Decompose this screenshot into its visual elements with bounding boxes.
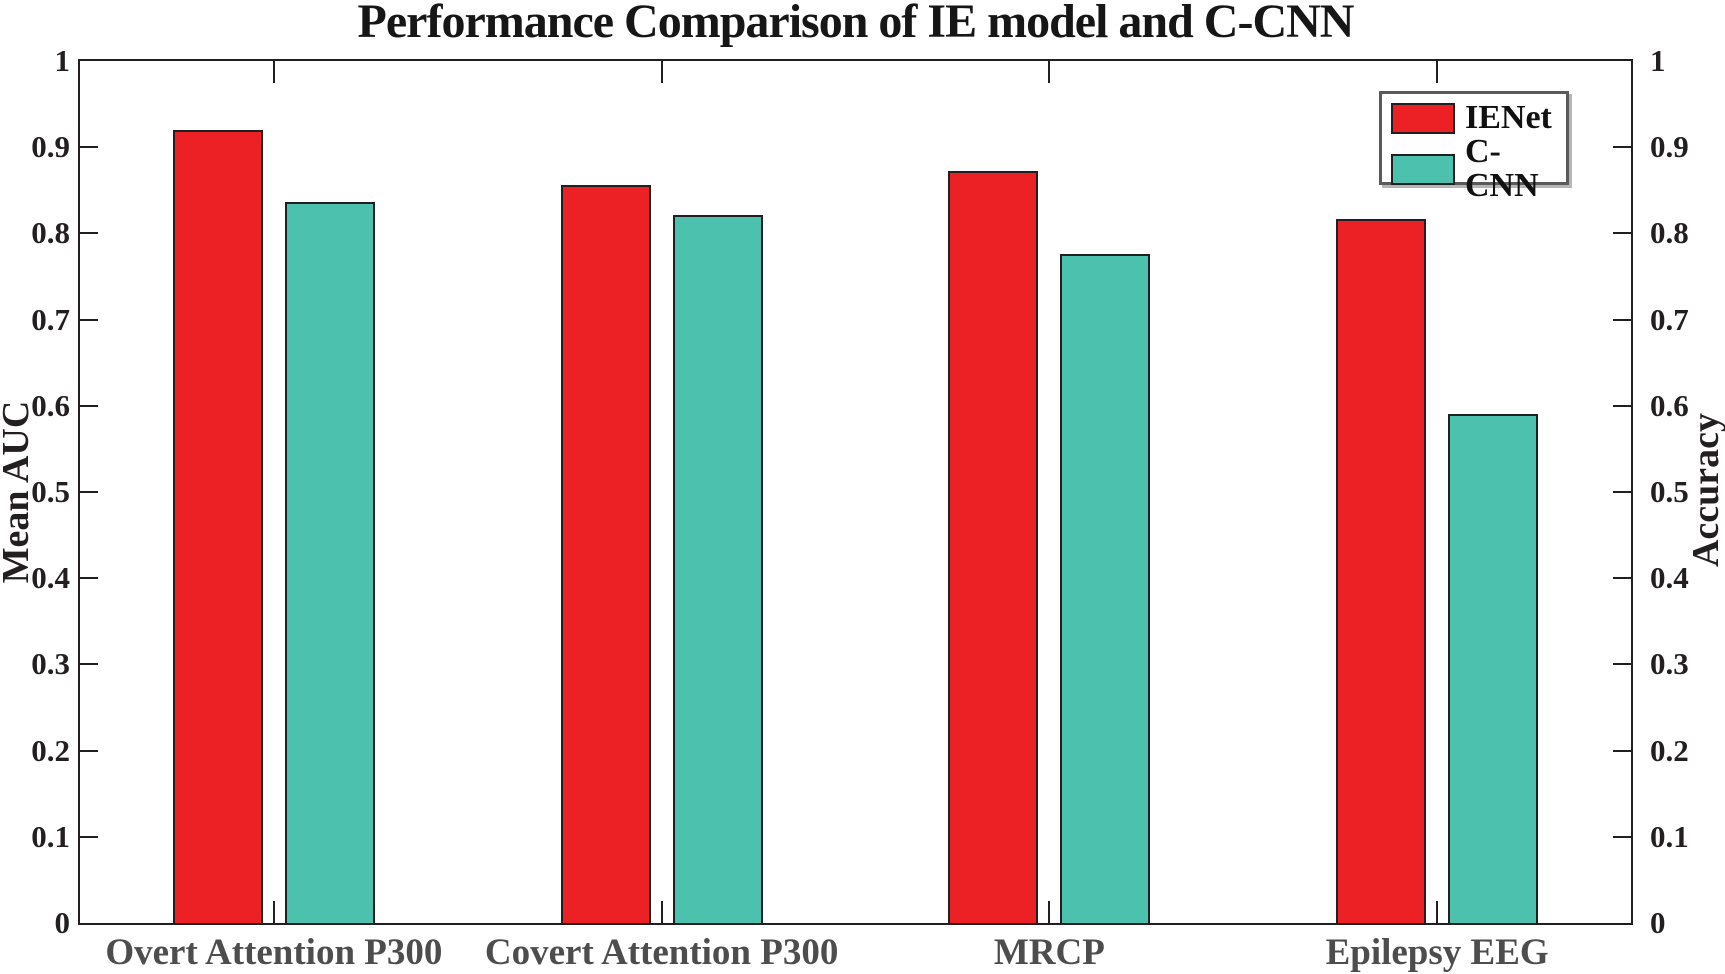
legend-item-ienet: IENet	[1391, 101, 1557, 135]
legend-label-ienet: IENet	[1465, 99, 1552, 136]
bar-c-cnn-covert-attention-p300	[672, 215, 763, 923]
bar-ienet-overt-attention-p300	[172, 129, 263, 923]
y-axis-left-tick-mark	[80, 232, 98, 235]
y-axis-right-tick-label-1: 1	[1650, 42, 1666, 78]
x-axis-top-tick-mark	[272, 61, 275, 83]
y-axis-right-tick-mark	[1613, 835, 1631, 838]
bar-ienet-epilepsy-eeg	[1336, 218, 1427, 923]
bar-c-cnn-mrcp	[1060, 254, 1151, 923]
x-axis-bottom-tick-mark	[660, 901, 663, 923]
y-axis-left-tick-label-0-8: 0.8	[31, 215, 70, 251]
legend-item-c-cnn: C-CNN	[1391, 135, 1557, 203]
x-axis-category-label-mrcp: MRCP	[993, 932, 1105, 973]
y-axis-left-tick-label-0-1: 0.1	[31, 818, 70, 854]
plot-area: IENet C-CNN	[78, 59, 1633, 925]
y-axis-right-tick-label-0-7: 0.7	[1650, 301, 1689, 337]
y-axis-left-tick-label-0-2: 0.2	[31, 732, 70, 768]
y-axis-left-tick-label-0-5: 0.5	[31, 473, 70, 509]
x-axis-top-tick-mark	[1048, 61, 1051, 83]
y-axis-left-tick-mark	[80, 663, 98, 666]
y-axis-left-tick-label-1: 1	[54, 42, 71, 78]
x-axis-category-label-covert-attention-p300: Covert Attention P300	[484, 932, 839, 973]
y-axis-right-tick-mark	[1613, 749, 1631, 752]
bar-c-cnn-epilepsy-eeg	[1448, 413, 1539, 923]
x-axis-top-tick-mark	[660, 61, 663, 83]
x-axis-category-label-epilepsy-eeg: Epilepsy EEG	[1325, 932, 1549, 973]
y-axis-left-tick-label-0-4: 0.4	[31, 560, 70, 596]
y-axis-left-tick-label-0-9: 0.9	[31, 129, 70, 165]
y-axis-right-tick-label-0: 0	[1650, 904, 1666, 940]
y-axis-right-tick-mark	[1613, 146, 1631, 149]
y-axis-right-tick-label-0-5: 0.5	[1650, 473, 1689, 509]
y-axis-right-tick-mark	[1613, 318, 1631, 321]
bar-ienet-covert-attention-p300	[560, 185, 651, 923]
y-axis-left-tick-mark	[80, 577, 98, 580]
y-axis-right-tick-label-0-2: 0.2	[1650, 732, 1689, 768]
y-axis-left-tick-mark	[80, 404, 98, 407]
y-axis-left-tick-label-0-3: 0.3	[31, 646, 70, 682]
y-axis-right-tick-mark	[1613, 577, 1631, 580]
y-axis-right-tick-mark	[1613, 404, 1631, 407]
legend-swatch-c-cnn	[1391, 153, 1455, 185]
y-axis-right-tick-mark	[1613, 491, 1631, 493]
legend-swatch-ienet	[1391, 102, 1455, 134]
y-axis-right-tick-label-0-1: 0.1	[1650, 818, 1689, 854]
legend: IENet C-CNN	[1379, 91, 1569, 203]
y-axis-left-tick-mark	[80, 146, 98, 149]
y-axis-right-tick-label-0-4: 0.4	[1650, 560, 1689, 596]
y-axis-left-tick-label-0-7: 0.7	[31, 301, 70, 337]
y-axis-right-label: Accuracy	[1685, 412, 1725, 568]
y-axis-right-tick-label-0-6: 0.6	[1650, 387, 1689, 423]
y-axis-right-tick-label-0-9: 0.9	[1650, 129, 1689, 165]
bar-ienet-mrcp	[948, 171, 1039, 923]
y-axis-right-tick-label-0-8: 0.8	[1650, 215, 1689, 251]
chart-title: Performance Comparison of IE model and C…	[357, 0, 1355, 48]
x-axis-bottom-tick-mark	[1048, 901, 1051, 923]
x-axis-category-label-overt-attention-p300: Overt Attention P300	[105, 932, 443, 973]
y-axis-left-tick-mark	[80, 835, 98, 838]
y-axis-left-tick-label-0-6: 0.6	[31, 387, 70, 423]
y-axis-left-tick-mark	[80, 491, 98, 493]
y-axis-right-tick-mark	[1613, 663, 1631, 666]
x-axis-top-tick-mark	[1436, 61, 1439, 83]
legend-label-c-cnn: C-CNN	[1465, 133, 1539, 204]
y-axis-left-tick-mark	[80, 318, 98, 321]
y-axis-left-tick-mark	[80, 749, 98, 752]
bar-c-cnn-overt-attention-p300	[284, 201, 375, 923]
y-axis-left-tick-label-0: 0	[54, 904, 71, 940]
y-axis-right-tick-label-0-3: 0.3	[1650, 646, 1689, 682]
y-axis-right-tick-mark	[1613, 232, 1631, 235]
x-axis-bottom-tick-mark	[272, 901, 275, 923]
x-axis-bottom-tick-mark	[1436, 901, 1439, 923]
